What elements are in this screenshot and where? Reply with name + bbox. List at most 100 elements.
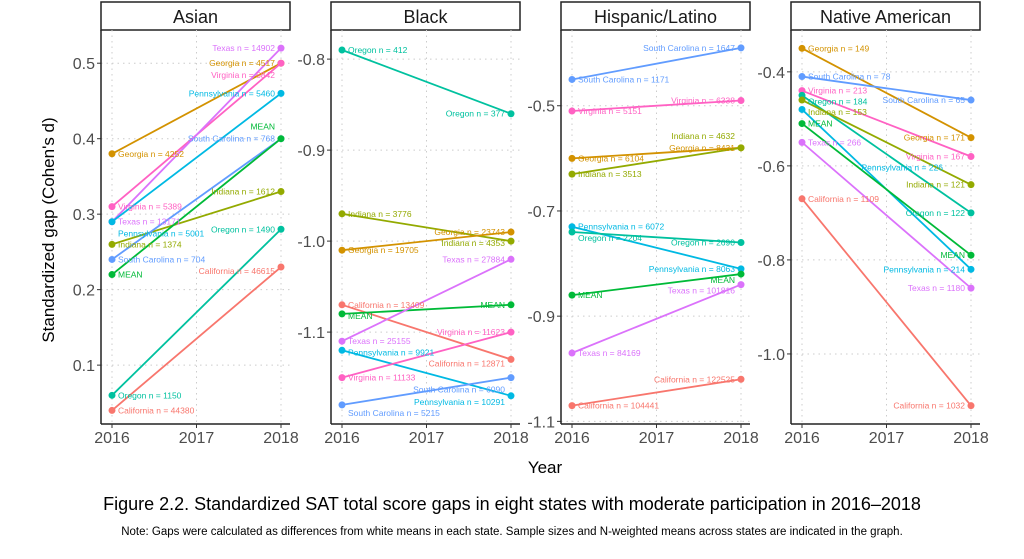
point-2016-oregon bbox=[338, 46, 346, 54]
series-line-oregon bbox=[111, 228, 282, 396]
series-line-california bbox=[571, 378, 742, 407]
series-line-california bbox=[801, 198, 972, 407]
data-label-2018: Indiana n = 121 bbox=[906, 180, 965, 190]
data-label-2016: Indiana n = 153 bbox=[808, 107, 867, 117]
data-label-2018: Virginia n = 6338 bbox=[671, 95, 735, 105]
point-2016-indiana bbox=[108, 240, 116, 248]
data-label-2018: Virginia n = 11623 bbox=[437, 327, 505, 337]
point-2016-california bbox=[798, 195, 806, 203]
data-label-2018: Indiana n = 4353 bbox=[441, 238, 505, 248]
data-label-2016: Texas n = 25155 bbox=[348, 336, 411, 346]
point-2016-virginia bbox=[338, 374, 346, 382]
data-label-2018: Virginia n = 5842 bbox=[211, 70, 275, 80]
point-2016-virginia bbox=[568, 107, 576, 115]
point-2018-texas bbox=[507, 255, 515, 263]
data-label-2016: Indiana n = 3513 bbox=[578, 169, 642, 179]
facet-strip bbox=[100, 1, 291, 31]
x-tick-label: 2017 bbox=[639, 430, 675, 447]
x-tick-label: 2016 bbox=[784, 430, 820, 447]
point-2016-mean bbox=[108, 271, 116, 279]
data-label-2018: Pennsylvania n = 10291 bbox=[414, 397, 505, 407]
data-label-2018: Georgia n = 23743 bbox=[434, 227, 505, 237]
x-tick-label: 2018 bbox=[953, 430, 989, 447]
data-label-2018: MEAN bbox=[250, 122, 275, 132]
point-2016-georgia bbox=[798, 44, 806, 52]
data-label-2016: Texas n = 266 bbox=[808, 137, 861, 147]
data-label-2018: Pennsylvania n = 214 bbox=[883, 264, 965, 274]
point-2018-oregon bbox=[737, 239, 745, 247]
data-label-2018: South Carolina n = 65 bbox=[883, 95, 966, 105]
data-label-2016: Oregon n = 2204 bbox=[578, 233, 642, 243]
point-2018-virginia bbox=[967, 152, 975, 160]
series-line-georgia bbox=[801, 47, 972, 139]
series-line-mean bbox=[571, 273, 742, 297]
point-2018-mean bbox=[967, 251, 975, 259]
point-2018-indiana bbox=[967, 181, 975, 189]
series-line-mean bbox=[111, 137, 282, 276]
data-label-2016: Texas n = 84169 bbox=[578, 348, 641, 358]
point-2018-mean bbox=[737, 270, 745, 278]
point-2016-pennsylvania bbox=[338, 346, 346, 354]
data-label-2016: California n = 104441 bbox=[578, 401, 659, 411]
data-label-2018: South Carolina n = 768 bbox=[188, 134, 275, 144]
series-line-texas bbox=[341, 258, 512, 343]
series-line-indiana bbox=[341, 212, 512, 242]
y-tick-label: -0.8 bbox=[297, 52, 325, 69]
data-label-2016: Georgia n = 19705 bbox=[348, 245, 419, 255]
data-label-2016: Georgia n = 4252 bbox=[118, 149, 184, 159]
series-line-south-carolina bbox=[341, 376, 512, 406]
point-2018-pennsylvania bbox=[507, 392, 515, 400]
point-2018-california bbox=[277, 263, 285, 271]
y-tick-label: -0.9 bbox=[527, 309, 555, 326]
data-label-2016: MEAN bbox=[578, 290, 603, 300]
y-tick-label: -0.8 bbox=[757, 253, 785, 270]
x-tick-label: 2018 bbox=[493, 430, 529, 447]
series-line-oregon bbox=[341, 49, 512, 115]
data-label-2018: Indiana n = 1612 bbox=[211, 187, 275, 197]
series-line-california bbox=[111, 266, 282, 412]
data-label-2018: MEAN bbox=[940, 250, 965, 260]
facet-title: Black bbox=[403, 7, 448, 27]
point-2018-mean bbox=[507, 301, 515, 309]
point-2016-south-carolina bbox=[108, 255, 116, 263]
series-line-south-carolina bbox=[801, 75, 972, 101]
series-line-texas bbox=[571, 283, 742, 354]
series-line-virginia bbox=[341, 331, 512, 379]
point-2018-california bbox=[507, 355, 515, 363]
point-2016-california bbox=[338, 301, 346, 309]
data-label-2018: Texas n = 101816 bbox=[668, 286, 736, 296]
y-tick-label: 0.2 bbox=[73, 283, 95, 300]
point-2018-georgia bbox=[507, 228, 515, 236]
point-2016-virginia bbox=[108, 203, 116, 211]
x-tick-label: 2017 bbox=[179, 430, 215, 447]
data-label-2016: MEAN bbox=[808, 119, 833, 129]
facet-title: Asian bbox=[173, 7, 218, 27]
data-label-2016: Oregon n = 1150 bbox=[118, 390, 182, 400]
point-2016-pennsylvania bbox=[798, 105, 806, 113]
data-label-2018: Indiana n = 4632 bbox=[671, 131, 735, 141]
data-label-2016: Oregon n = 184 bbox=[808, 96, 868, 106]
point-2018-pennsylvania bbox=[277, 89, 285, 97]
series-line-pennsylvania bbox=[111, 92, 282, 223]
point-2018-indiana bbox=[507, 237, 515, 245]
series-line-california bbox=[341, 303, 512, 361]
point-2018-texas bbox=[737, 281, 745, 289]
data-label-2018: California n = 46615 bbox=[199, 266, 276, 276]
y-tick-label: 0.5 bbox=[73, 56, 95, 73]
point-2016-south-carolina bbox=[568, 75, 576, 83]
data-label-2018: Georgia n = 4517 bbox=[209, 58, 275, 68]
y-tick-label: -0.7 bbox=[527, 204, 555, 221]
y-tick-label: -0.6 bbox=[757, 159, 785, 176]
x-tick-label: 2017 bbox=[409, 430, 445, 447]
data-label-2018: Oregon n = 377 bbox=[446, 109, 506, 119]
data-label-2018: Oregon n = 2690 bbox=[671, 238, 735, 248]
series-line-virginia bbox=[571, 99, 742, 112]
data-label-2016: Indiana n = 3776 bbox=[348, 209, 412, 219]
y-tick-label: 0.1 bbox=[73, 358, 95, 375]
data-label-2016: Oregon n = 412 bbox=[348, 45, 408, 55]
data-label-2018: MEAN bbox=[480, 300, 505, 310]
y-tick-label: 0.4 bbox=[73, 132, 95, 149]
data-label-2016: MEAN bbox=[118, 270, 143, 280]
data-label-2018: California n = 12871 bbox=[429, 358, 506, 368]
